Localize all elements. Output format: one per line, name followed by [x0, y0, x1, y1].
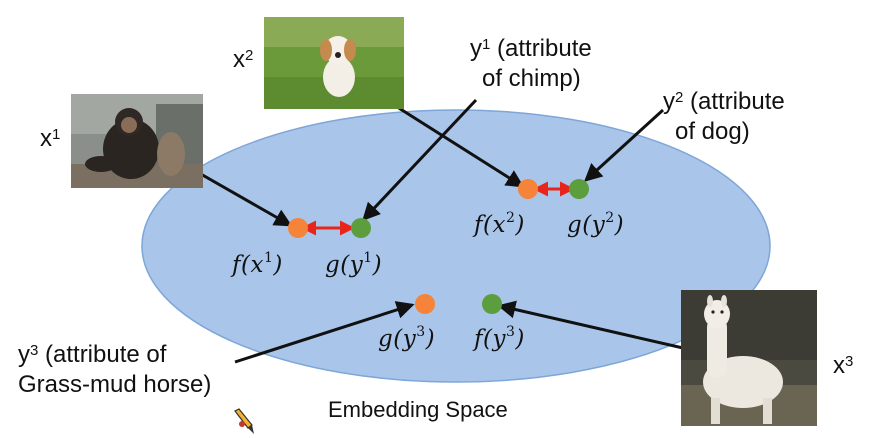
label-x1: x1 — [40, 125, 61, 152]
label-f-x2: f(x2) — [474, 210, 525, 238]
arrow-y3-to-gy3 — [234, 301, 415, 364]
embedding-space-label: Embedding Space — [328, 397, 508, 422]
label-g-y3: g(y3) — [378, 324, 436, 352]
point-g-y1 — [351, 218, 371, 238]
label-x2: x2 — [233, 46, 254, 73]
point-f-x1 — [288, 218, 308, 238]
alpaca-photo — [681, 290, 817, 426]
label-g-y2: g(y2) — [567, 210, 625, 238]
label-g-y1: g(y1) — [325, 250, 383, 278]
arrow-x2-to-fx2 — [382, 96, 525, 188]
embedding-space-ellipse — [141, 109, 771, 383]
point-g-y3 — [415, 294, 435, 314]
point-f-x2 — [518, 179, 538, 199]
pen-cursor-icon — [234, 408, 254, 434]
label-f-x1: f(x1) — [232, 250, 283, 278]
arrow-y1-to-gy1 — [362, 98, 478, 221]
point-g-y2 — [569, 179, 589, 199]
chimp-photo — [71, 94, 203, 188]
label-x3: x3 — [833, 352, 854, 379]
point-f-y3 — [482, 294, 502, 314]
arrow-y2-to-gy2 — [584, 108, 665, 182]
label-y2: y2 (attribute of dog) — [663, 88, 785, 145]
arrow-x3-to-fy3 — [497, 300, 684, 350]
label-f-y3: f(y3) — [474, 324, 525, 352]
label-y3: y3 (attribute of Grass-mud horse) — [18, 341, 212, 398]
label-y1: y1 (attribute of chimp) — [470, 35, 592, 92]
dog-photo — [264, 17, 404, 109]
